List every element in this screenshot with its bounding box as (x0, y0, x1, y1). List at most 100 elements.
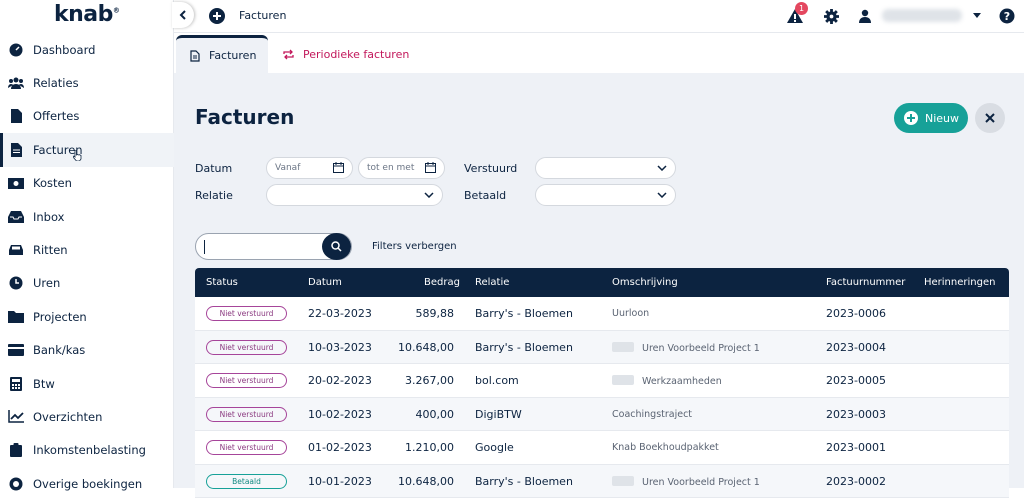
tab-facturen-label: Facturen (209, 49, 257, 62)
repeat-icon (283, 49, 294, 59)
betaald-select[interactable] (535, 184, 676, 206)
sidebar-item-overige-boekingen[interactable]: Overige boekingen (0, 467, 174, 500)
col-relatie[interactable]: Relatie (475, 277, 510, 288)
sidebar-item-label: Bank/kas (33, 343, 86, 358)
settings-button[interactable] (822, 7, 840, 25)
add-button[interactable] (209, 8, 225, 24)
cell-datum: 10-02-2023 (308, 407, 372, 421)
tab-periodieke-facturen[interactable]: Periodieke facturen (282, 35, 409, 73)
datum-label: Datum (195, 162, 233, 175)
status-badge: Niet verstuurd (206, 440, 287, 455)
sidebar-item-kosten[interactable]: Kosten (0, 167, 174, 200)
help-icon: ? (999, 8, 1015, 24)
sidebar-item-label: Ritten (33, 243, 68, 258)
col-omschrijving[interactable]: Omschrijving (612, 277, 678, 288)
sidebar-item-label: Uren (33, 276, 61, 291)
sidebar-item-relaties[interactable]: Relaties (0, 66, 174, 99)
chevron-left-icon (179, 10, 186, 20)
new-invoice-button[interactable]: Nieuw (894, 103, 968, 133)
cell-factuurnummer: 2023-0001 (826, 441, 886, 454)
sidebar-item-offertes[interactable]: Offertes (0, 100, 174, 133)
cell-omschrijving: Coachingstraject (612, 409, 692, 420)
cell-bedrag: 10.648,00 (398, 340, 454, 354)
verstuurd-label: Verstuurd (464, 162, 518, 175)
date-to-input[interactable]: tot en met (358, 157, 445, 179)
table-body: Niet verstuurd 22-03-2023 589,88 Barry's - … (195, 297, 1009, 498)
col-bedrag[interactable]: Bedrag (424, 277, 460, 288)
sidebar-item-ritten[interactable]: Ritten (0, 233, 174, 266)
date-to-placeholder: tot en met (367, 163, 415, 173)
omschrijving-text: Uurloon (612, 308, 650, 319)
user-profile-button[interactable] (856, 7, 874, 25)
sidebar-item-inkomstenbelasting[interactable]: Inkomstenbelasting (0, 434, 174, 467)
cell-datum: 22-03-2023 (308, 307, 372, 320)
cell-factuurnummer: 2023-0006 (826, 307, 886, 320)
caret-down-icon (973, 13, 981, 18)
sidebar-collapse-button[interactable] (172, 2, 194, 28)
col-herinneringen[interactable]: Herinneringen (924, 277, 996, 288)
close-icon (985, 113, 995, 123)
status-badge: Betaald (206, 473, 287, 489)
col-datum[interactable]: Datum (308, 277, 342, 288)
notifications-button[interactable] (786, 7, 804, 25)
invoice-icon (8, 142, 24, 157)
calendar-icon (333, 162, 344, 173)
omschrijving-text: Knab Boekhoudpakket (612, 442, 719, 453)
status-badge: Niet verstuurd (206, 339, 287, 355)
sidebar-item-btw[interactable]: Btw (0, 367, 174, 400)
col-factuurnummer[interactable]: Factuurnummer (826, 277, 906, 288)
col-status[interactable]: Status (206, 277, 238, 288)
date-from-placeholder: Vanaf (275, 163, 301, 173)
table-row[interactable]: Betaald 10-01-2023 10.648,00 Barry's - Bloe… (195, 464, 1009, 498)
knab-logo[interactable]: knab® (54, 2, 120, 27)
sidebar-item-dashboard[interactable]: Dashboard (0, 33, 174, 66)
clipboard-icon (8, 443, 24, 458)
document-icon (190, 49, 200, 62)
cell-bedrag: 1.210,00 (405, 441, 454, 454)
sidebar-item-uren[interactable]: Uren (0, 267, 174, 300)
betaald-label: Betaald (464, 189, 507, 202)
toggle-filters-link[interactable]: Filters verbergen (372, 241, 457, 252)
svg-text:?: ? (1004, 10, 1010, 23)
search-button[interactable] (322, 233, 351, 260)
page-title: Facturen (195, 105, 295, 129)
user-menu-dropdown[interactable] (968, 7, 986, 25)
file-icon (8, 109, 24, 124)
cell-datum: 10-03-2023 (308, 340, 372, 354)
plus-icon (213, 12, 221, 20)
close-button[interactable] (975, 103, 1005, 133)
table-row[interactable]: Niet verstuurd 01-02-2023 1.210,00 Google Kn… (195, 431, 1009, 465)
user-name-blurred[interactable] (882, 9, 962, 22)
calendar-icon (425, 162, 436, 173)
table-row[interactable]: Niet verstuurd 10-03-2023 10.648,00 Barry's… (195, 330, 1009, 364)
verstuurd-select[interactable] (535, 157, 676, 179)
inbox-icon (8, 210, 24, 224)
chart-icon (8, 410, 24, 424)
chevron-down-icon (657, 192, 667, 198)
sidebar-item-facturen[interactable]: Facturen (0, 133, 174, 167)
new-invoice-label: Nieuw (925, 111, 960, 125)
sidebar-item-overzichten[interactable]: Overzichten (0, 400, 174, 433)
tab-facturen[interactable]: Facturen (176, 35, 268, 73)
omschrijving-text: Uren Voorbeeld Project 1 (642, 476, 760, 488)
sidebar-item-projecten[interactable]: Projecten (0, 300, 174, 333)
table-row[interactable]: Niet verstuurd 20-02-2023 3.267,00 bol.com W… (195, 364, 1009, 398)
sidebar-item-bank-kas[interactable]: Bank/kas (0, 334, 174, 367)
notification-badge: 1 (795, 2, 808, 15)
sidebar-item-label: Inkomstenbelasting (33, 443, 146, 458)
calculator-icon (8, 376, 24, 391)
date-from-input[interactable]: Vanaf (266, 157, 353, 179)
tab-periodieke-label: Periodieke facturen (303, 47, 410, 61)
sidebar-item-label: Overige boekingen (33, 476, 143, 491)
money-icon (8, 176, 24, 190)
relatie-select[interactable] (266, 184, 443, 206)
help-button[interactable]: ? (998, 7, 1016, 25)
cell-relatie: DigiBTW (475, 407, 522, 421)
table-row[interactable]: Niet verstuurd 22-03-2023 589,88 Barry's - … (195, 297, 1009, 331)
cell-bedrag: 400,00 (415, 407, 455, 421)
sidebar: knab® Dashboard Relaties Offertes Facturen K… (0, 0, 174, 491)
cell-datum: 10-01-2023 (308, 474, 372, 488)
gear-icon (823, 8, 839, 24)
sidebar-item-inbox[interactable]: Inbox (0, 200, 174, 233)
table-row[interactable]: Niet verstuurd 10-02-2023 400,00 DigiBTW Coa… (195, 397, 1009, 431)
